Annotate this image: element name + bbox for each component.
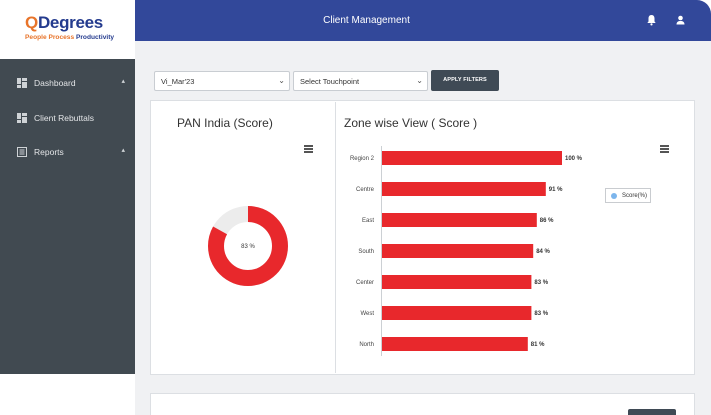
chart-menu-icon[interactable]	[304, 145, 313, 153]
touchpoint-select[interactable]: Select Touchpoint ⌄	[293, 71, 428, 91]
bar-value-label: 100 %	[565, 156, 583, 162]
caret-up-icon: ▴	[121, 78, 125, 85]
bar-value-label: 84 %	[536, 249, 550, 255]
bar-category-label: East	[362, 218, 374, 224]
caret-up-icon: ▴	[121, 147, 125, 154]
legend-label: Score(%)	[622, 193, 648, 199]
bar-value-label: 91 %	[549, 187, 563, 193]
sidebar-item-client-rebuttals[interactable]: Client Rebuttals	[17, 110, 127, 126]
chevron-down-icon: ⌄	[278, 76, 285, 85]
secondary-card-button[interactable]	[628, 409, 676, 415]
donut-score-arc	[208, 206, 288, 286]
bar-value-label: 81 %	[531, 342, 545, 348]
brand-logo[interactable]: QDegrees People Process Productivity	[0, 0, 135, 59]
bar[interactable]	[382, 306, 532, 320]
sidebar-item-label: Dashboard	[34, 78, 76, 88]
chart-legend[interactable]: Score(%)	[605, 188, 651, 203]
pan-india-title: PAN India (Score)	[177, 116, 273, 130]
bar-category-label: West	[360, 311, 374, 317]
card-divider	[335, 102, 336, 373]
bar[interactable]	[382, 337, 528, 351]
bar-value-label: 83 %	[534, 280, 548, 286]
legend-marker	[611, 193, 617, 199]
zone-bar-chart: Region 2 100 % Centre 91 % East 86 % South 84 %…	[350, 146, 583, 356]
logo-text: QDegrees	[25, 13, 103, 32]
chevron-down-icon: ⌄	[416, 76, 423, 85]
bar[interactable]	[382, 151, 562, 165]
bar-category-label: Centre	[356, 187, 375, 193]
bar-category-label: Region 2	[350, 156, 375, 162]
dashboard-icon	[17, 78, 27, 88]
sidebar-item-label: Client Rebuttals	[34, 113, 95, 123]
period-select-value: Vi_Mar'23	[161, 77, 195, 86]
sidebar-item-dashboard[interactable]: Dashboard ▴	[17, 75, 127, 91]
donut-center-label: 83 %	[241, 244, 255, 250]
top-header: Client Management	[135, 0, 711, 41]
bar-value-label: 86 %	[540, 218, 554, 224]
bar[interactable]	[382, 213, 537, 227]
bar[interactable]	[382, 244, 534, 258]
secondary-card	[150, 393, 695, 415]
sidebar	[0, 59, 135, 374]
bar-category-label: South	[358, 249, 374, 255]
bell-icon[interactable]	[646, 14, 657, 26]
touchpoint-select-value: Select Touchpoint	[300, 77, 360, 86]
sidebar-item-reports[interactable]: Reports ▴	[17, 144, 127, 160]
zone-wise-title: Zone wise View ( Score )	[344, 116, 478, 130]
logo-tagline: People Process Productivity	[25, 34, 115, 41]
chart-menu-icon[interactable]	[660, 145, 669, 153]
pan-india-donut: 83 %	[208, 206, 288, 286]
user-icon[interactable]	[675, 14, 686, 26]
report-icon	[17, 147, 27, 157]
sidebar-item-label: Reports	[34, 147, 64, 157]
dashboard-icon	[17, 113, 27, 123]
apply-filters-button[interactable]: APPLY FILTERS	[431, 70, 499, 91]
sidebar-footer	[0, 374, 135, 415]
score-card	[150, 100, 695, 375]
bar[interactable]	[382, 182, 546, 196]
bar-category-label: Center	[356, 280, 374, 286]
period-select[interactable]: Vi_Mar'23 ⌄	[154, 71, 290, 91]
bar[interactable]	[382, 275, 532, 289]
bar-value-label: 83 %	[534, 311, 548, 317]
page-title: Client Management	[323, 15, 410, 26]
bar-category-label: North	[359, 342, 374, 348]
